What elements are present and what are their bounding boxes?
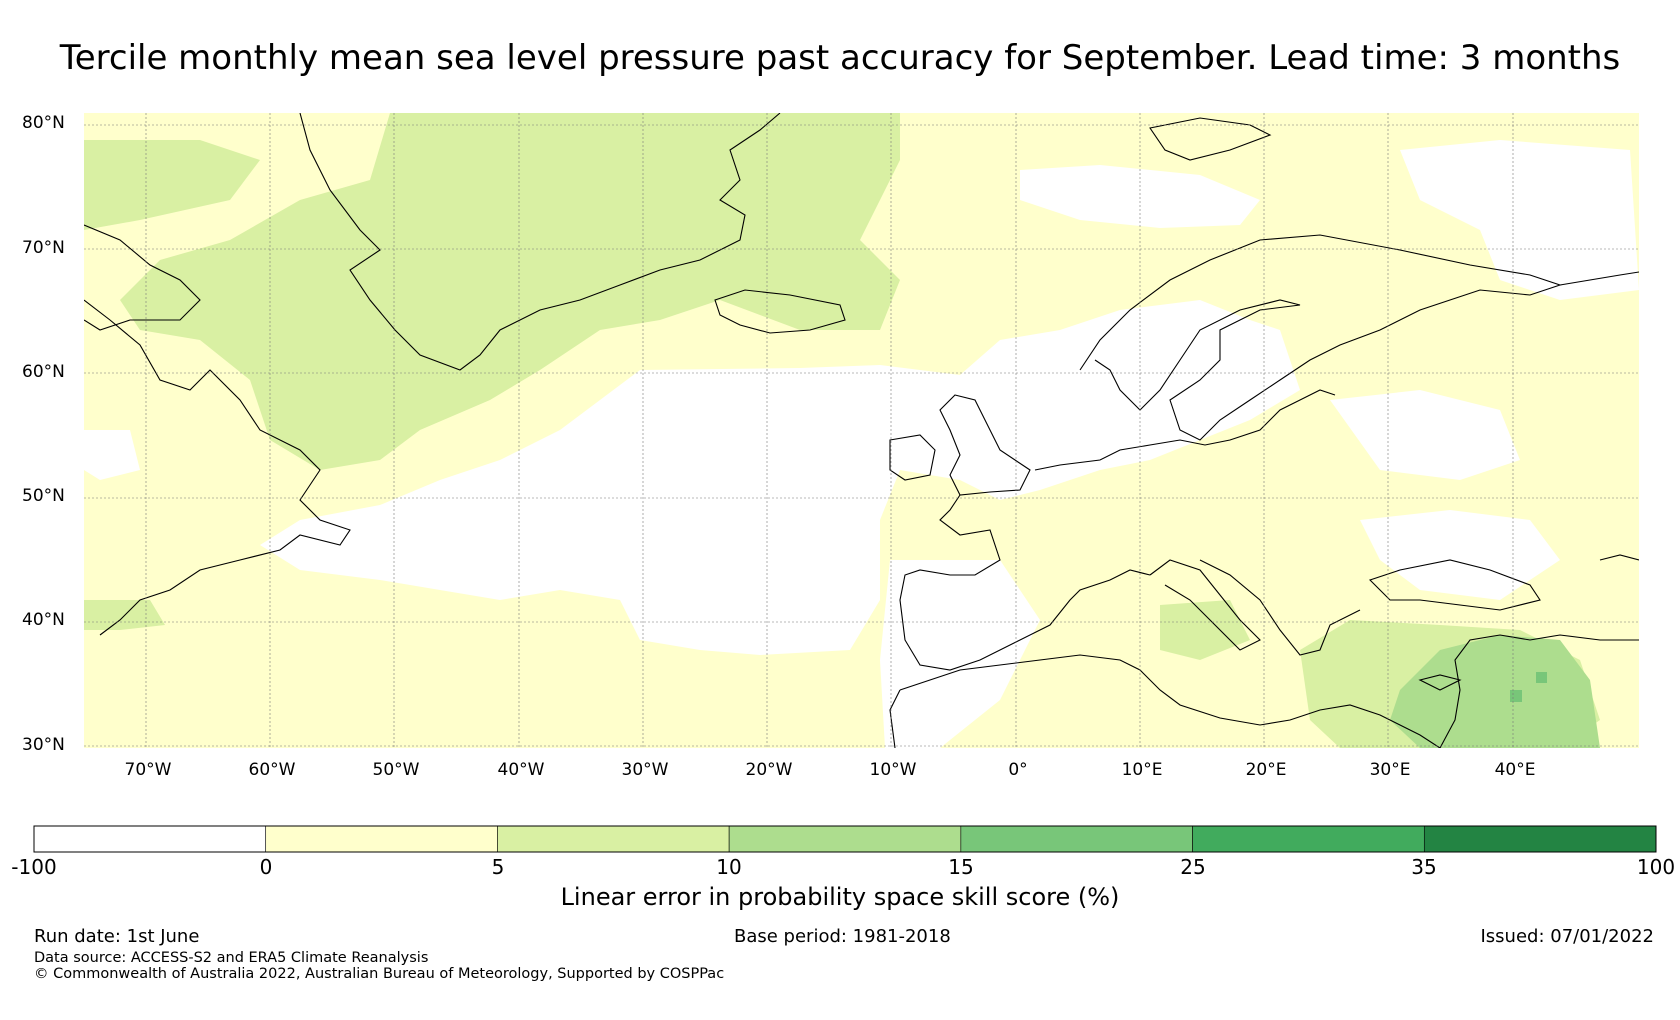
colorbar-segment bbox=[33, 825, 267, 853]
graticule bbox=[84, 113, 1639, 748]
iberia-france-coast bbox=[899, 494, 1151, 671]
colorbar-segment bbox=[497, 825, 730, 853]
canada-coast bbox=[84, 299, 351, 636]
skill-region-white bbox=[880, 560, 1040, 748]
black-sea-coast bbox=[1368, 559, 1541, 611]
colorbar-tick-label: 5 bbox=[491, 855, 505, 879]
lat-label: 70°N bbox=[22, 238, 65, 258]
skill-region-5-10 bbox=[1160, 600, 1250, 660]
africa-west-coast bbox=[889, 689, 901, 748]
ireland-coast bbox=[889, 434, 936, 481]
lat-label: 80°N bbox=[22, 113, 65, 133]
data-source: Data source: ACCESS-S2 and ERA5 Climate … bbox=[34, 950, 429, 966]
balkans-coast bbox=[1199, 559, 1361, 656]
lon-label: 30°W bbox=[621, 760, 669, 780]
lat-label: 50°N bbox=[22, 486, 65, 506]
cyprus-coast bbox=[1418, 674, 1462, 691]
colorbar-tick-label: 15 bbox=[948, 855, 974, 879]
lon-label: 70°W bbox=[124, 760, 172, 780]
lon-label: 40°W bbox=[497, 760, 545, 780]
skill-region-15-25 bbox=[1536, 672, 1547, 683]
colorbar-tick-label: -100 bbox=[11, 855, 57, 879]
colorbar-tick-label: 0 bbox=[259, 855, 273, 879]
issued-date: Issued: 07/01/2022 bbox=[1480, 926, 1654, 947]
lon-label: 60°W bbox=[248, 760, 296, 780]
run-date: Run date: 1st June bbox=[34, 926, 200, 947]
lat-label: 60°N bbox=[22, 362, 65, 382]
lat-label: 30°N bbox=[22, 735, 65, 755]
lon-label: 30°E bbox=[1369, 760, 1411, 780]
skill-region-5-10 bbox=[84, 140, 260, 230]
skill-region-10-15 bbox=[1390, 635, 1600, 748]
skill-region-white bbox=[84, 430, 140, 480]
east-med-coast bbox=[1439, 634, 1639, 748]
lon-label: 50°W bbox=[372, 760, 420, 780]
colorbar-tick-label: 35 bbox=[1411, 855, 1437, 879]
lon-label: 0° bbox=[1008, 760, 1028, 780]
iceland-coast bbox=[714, 289, 846, 334]
colorbar-segment bbox=[265, 825, 498, 853]
base-period: Base period: 1981-2018 bbox=[734, 926, 951, 947]
colorbar-title: Linear error in probability space skill … bbox=[560, 883, 1120, 911]
colorbar-segment bbox=[728, 825, 962, 853]
north-africa-coast bbox=[899, 654, 1441, 748]
colorbar-tick-label: 10 bbox=[716, 855, 742, 879]
coastlines bbox=[84, 113, 1639, 748]
skill-regions bbox=[84, 113, 1639, 748]
lon-label: 40°E bbox=[1494, 760, 1536, 780]
colorbar-segment bbox=[1192, 825, 1425, 853]
copyright-notice: © Commonwealth of Australia 2022, Austra… bbox=[34, 966, 725, 982]
skill-region-white bbox=[1330, 390, 1520, 480]
lat-label: 40°N bbox=[22, 610, 65, 630]
scandinavia-coast bbox=[1079, 234, 1562, 441]
map-title: Tercile monthly mean sea level pressure … bbox=[59, 38, 1621, 78]
lon-label: 10°E bbox=[1121, 760, 1163, 780]
svalbard-coast bbox=[1149, 117, 1272, 161]
skill-region-5-10 bbox=[120, 113, 900, 470]
caspian-coast bbox=[1599, 554, 1639, 561]
russia-north-coast bbox=[1559, 271, 1639, 286]
colorbar-outline bbox=[33, 825, 1657, 853]
colorbar-segment bbox=[1423, 825, 1657, 853]
skill-region-15-25 bbox=[1510, 690, 1522, 702]
greenland-coast bbox=[299, 113, 781, 371]
lon-label: 20°W bbox=[745, 760, 793, 780]
skill-region-white bbox=[1020, 165, 1260, 228]
canada-arctic-coast bbox=[84, 224, 201, 331]
lon-label: 20°E bbox=[1245, 760, 1287, 780]
britain-coast bbox=[939, 394, 1031, 496]
colorbar-tick-label: 25 bbox=[1180, 855, 1206, 879]
colorbar-segment bbox=[960, 825, 1193, 853]
lon-label: 10°W bbox=[869, 760, 917, 780]
colorbar-tick-label: 100 bbox=[1636, 855, 1676, 879]
skill-region-white bbox=[1400, 140, 1639, 300]
skill-region-white bbox=[260, 300, 1300, 655]
italy-coast bbox=[1149, 559, 1261, 651]
colorbar bbox=[33, 825, 1657, 853]
europe-coast bbox=[1034, 389, 1336, 471]
